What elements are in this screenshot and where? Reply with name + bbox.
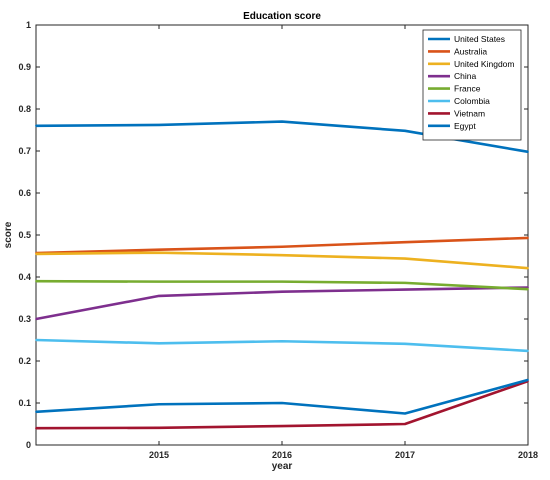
y-tick-label: 0 <box>26 440 31 450</box>
data-point <box>527 379 529 381</box>
y-tick-label: 0.8 <box>18 104 31 114</box>
legend-item: United States <box>428 34 505 44</box>
data-point <box>527 150 529 153</box>
legend-box <box>422 29 522 141</box>
legend: United States Australia United Kingdom Chin… <box>422 29 522 141</box>
x-axis-title: year <box>272 461 293 472</box>
data-point <box>281 340 283 343</box>
data-point <box>35 253 37 255</box>
y-tick-label: 0.6 <box>18 188 31 198</box>
data-point <box>281 402 283 404</box>
data-point <box>527 350 529 352</box>
data-point <box>281 290 283 293</box>
data-point <box>35 280 37 283</box>
legend-item: France <box>428 84 481 94</box>
data-point <box>158 280 160 283</box>
data-point <box>404 288 406 291</box>
data-point <box>281 425 283 427</box>
legend-item: United Kingdom <box>428 59 514 69</box>
data-point <box>404 412 406 415</box>
series-colombia <box>35 338 529 353</box>
legend-item: China <box>428 71 476 81</box>
data-point <box>527 288 529 291</box>
data-point <box>158 295 160 297</box>
y-tick-label: 0.4 <box>18 272 31 282</box>
data-point <box>158 342 160 345</box>
data-point <box>281 254 283 257</box>
data-point <box>158 251 160 254</box>
y-axis: 0 0.1 0.2 0.3 0.4 0.5 0.6 0.7 0.8 0.9 1 <box>18 20 528 450</box>
series-france <box>35 279 529 291</box>
data-point <box>35 318 37 320</box>
legend-label: Australia <box>454 46 487 56</box>
y-tick-label: 0.1 <box>18 398 31 408</box>
data-point <box>404 342 406 345</box>
data-point <box>35 427 37 430</box>
data-point <box>281 120 283 123</box>
x-tick-label: 2018 <box>518 450 538 460</box>
legend-item: Egypt <box>428 121 476 131</box>
legend-label: Colombia <box>454 96 490 106</box>
y-tick-label: 0.5 <box>18 230 31 240</box>
x-axis: 2015 2016 2017 2018 <box>149 25 538 460</box>
data-point <box>281 245 283 248</box>
series-united-kingdom <box>35 251 529 270</box>
data-point <box>158 403 160 406</box>
legend-item: Vietnam <box>428 108 485 118</box>
y-tick-label: 0.7 <box>18 146 31 156</box>
data-point <box>404 281 406 284</box>
legend-label: United Kingdom <box>454 59 514 69</box>
legend-label: China <box>454 71 476 81</box>
x-tick-label: 2015 <box>149 450 169 460</box>
legend-item: Colombia <box>428 96 490 106</box>
data-point <box>404 129 406 132</box>
data-point <box>35 339 37 341</box>
legend-label: France <box>454 84 481 94</box>
legend-item: Australia <box>428 46 487 56</box>
data-point <box>158 124 160 126</box>
data-point <box>158 426 160 429</box>
series-egypt <box>35 378 529 415</box>
data-point <box>404 241 406 244</box>
y-tick-label: 0.3 <box>18 314 31 324</box>
data-point <box>281 280 283 283</box>
x-tick-label: 2016 <box>272 450 292 460</box>
legend-label: Vietnam <box>454 108 485 118</box>
x-tick-label: 2017 <box>395 450 415 460</box>
data-point <box>158 248 160 251</box>
series-china <box>35 286 529 321</box>
data-point <box>35 410 37 413</box>
data-point <box>404 423 406 425</box>
y-tick-label: 0.9 <box>18 62 31 72</box>
data-point <box>35 124 37 127</box>
y-tick-label: 0.2 <box>18 356 31 366</box>
y-axis-title: score <box>3 221 14 248</box>
legend-label: United States <box>454 34 505 44</box>
legend-label: Egypt <box>454 121 476 131</box>
data-point <box>527 237 529 239</box>
y-tick-label: 1 <box>26 20 31 30</box>
chart-title: Education score <box>243 11 321 22</box>
series-lines <box>35 120 529 430</box>
data-point <box>404 257 406 260</box>
data-point <box>527 267 529 270</box>
